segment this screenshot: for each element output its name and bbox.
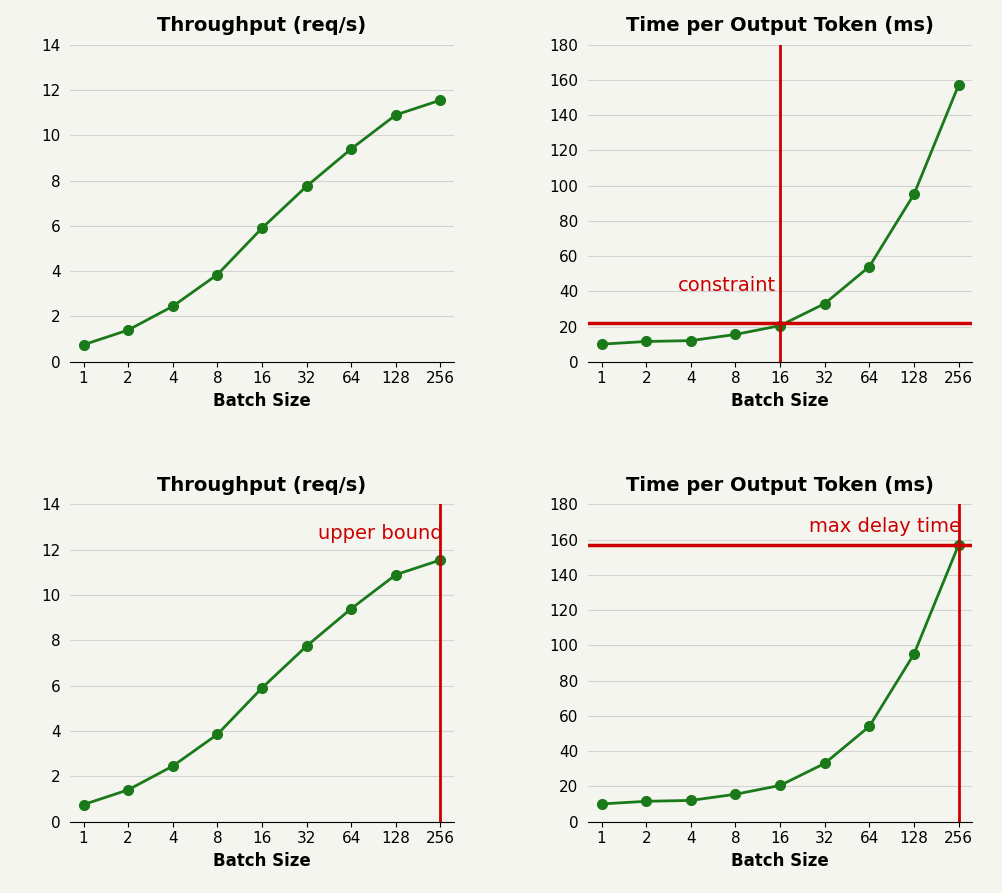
Title: Time per Output Token (ms): Time per Output Token (ms) (626, 16, 934, 35)
X-axis label: Batch Size: Batch Size (731, 392, 829, 410)
Text: constraint: constraint (677, 276, 776, 295)
Title: Throughput (req/s): Throughput (req/s) (157, 476, 367, 495)
Title: Time per Output Token (ms): Time per Output Token (ms) (626, 476, 934, 495)
Text: upper bound: upper bound (318, 524, 443, 543)
X-axis label: Batch Size: Batch Size (213, 852, 311, 870)
Text: max delay time: max delay time (809, 517, 961, 536)
X-axis label: Batch Size: Batch Size (213, 392, 311, 410)
X-axis label: Batch Size: Batch Size (731, 852, 829, 870)
Title: Throughput (req/s): Throughput (req/s) (157, 16, 367, 35)
